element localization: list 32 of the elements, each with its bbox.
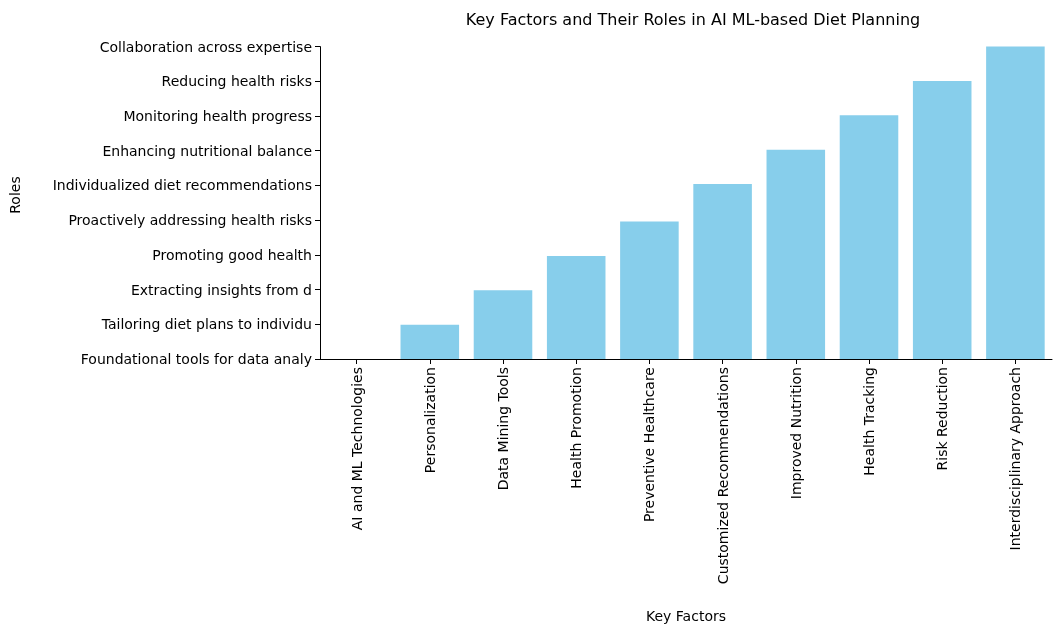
- text: Individualized diet recommendations: [52, 177, 312, 194]
- text: Extracting insights from d: [130, 281, 312, 298]
- x-tick-label: Customized Recommendations: [714, 367, 731, 585]
- text: Foundational tools for data analy: [80, 351, 312, 367]
- x-tick-label: Health Tracking: [861, 367, 877, 476]
- text: Monitoring health progress: [123, 108, 312, 125]
- text: Roles: [7, 176, 23, 214]
- x-tick-label: Preventive Healthcare: [641, 367, 658, 523]
- x-tick-label: Data Mining Tools: [495, 367, 511, 491]
- x-tick-label: Health Promotion: [568, 367, 585, 489]
- x-tick-label: Interdisciplinary Approach: [1007, 367, 1024, 551]
- bar: [839, 115, 899, 359]
- text: Enhancing nutritional balance: [102, 142, 312, 159]
- bar: [400, 324, 460, 359]
- x-axis-title: Key Factors: [646, 608, 726, 624]
- x-tick-label: AI and ML Technologies: [348, 367, 365, 531]
- bar: [766, 149, 826, 359]
- text: Collaboration across expertise: [99, 38, 312, 55]
- x-tick-label: Improved Nutrition: [787, 367, 804, 500]
- text: Tailoring diet plans to individu: [100, 316, 312, 333]
- text: Reducing health risks: [161, 73, 312, 90]
- chart-title: Key Factors and Their Roles in AI ML-based Diet Planning: [465, 9, 921, 29]
- bar: [620, 221, 679, 359]
- x-tick-label: Personalization: [421, 367, 438, 474]
- bar: [693, 184, 752, 359]
- bar: [986, 46, 1045, 359]
- text: Promoting good health: [152, 246, 312, 263]
- x-tick-label: Risk Reduction: [934, 367, 951, 471]
- text: Proactively addressing health risks: [68, 212, 312, 229]
- bar: [473, 290, 533, 359]
- bar: [912, 80, 972, 359]
- bar: [546, 255, 606, 359]
